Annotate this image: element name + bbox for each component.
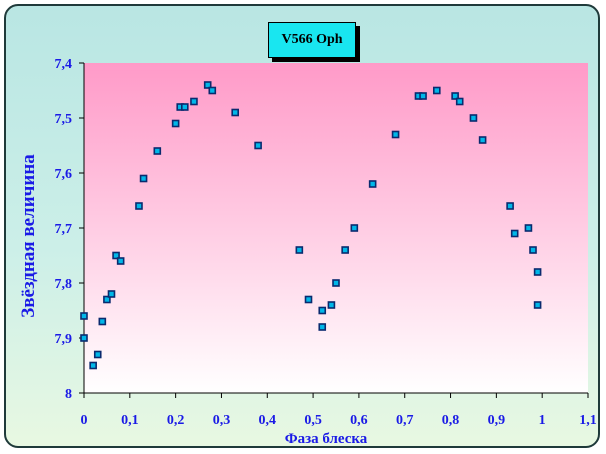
y-axis-label: Звёздная величина [18,154,39,318]
data-point [135,202,143,210]
y-tick-labels: 7,4 7,5 7,6 7,7 7,8 7,9 8 [55,57,84,402]
data-point [332,279,340,287]
plot-area [84,63,588,393]
x-axis-label: Фаза блеска [285,431,368,447]
x-tick-labels: 0 0,1 0,2 0,3 0,4 0,5 0,6 0,7 0,8 0,9 1 1,1 [81,393,597,428]
x-tick-label: 0,6 [350,413,368,428]
x-tick-label: 0,9 [488,413,506,428]
x-tick-label: 0,4 [259,413,277,428]
y-tick-label: 7,8 [55,277,73,292]
data-point [510,229,519,238]
data-point [327,301,336,309]
y-tick-label: 7,5 [55,112,73,127]
y-tick-label: 8 [65,387,72,402]
data-point [80,312,88,320]
data-point [93,350,102,359]
data-point [451,92,459,100]
data-point [506,202,514,210]
data-point [368,180,377,188]
data-point [529,246,537,254]
y-tick-label: 7,6 [55,167,73,182]
data-point [103,295,111,304]
data-point [432,86,441,95]
data-point [80,334,88,342]
data-point [304,295,313,304]
x-tick-label: 0,8 [442,413,460,428]
y-tick-label: 7,9 [55,332,73,347]
data-point [391,130,400,139]
data-point [533,268,542,276]
chart-title: V566 Oph [268,22,356,58]
x-tick-label: 0,3 [213,413,231,428]
x-tick-label: 0,5 [304,413,322,428]
data-point [231,108,239,117]
x-tick-label: 1,1 [579,413,597,428]
data-point [181,103,189,111]
data-point [139,174,148,183]
x-tick-label: 0,1 [121,413,139,428]
data-point [469,114,478,122]
data-point [171,119,180,128]
data-point [318,323,327,331]
data-point [533,301,542,309]
data-point [478,136,487,144]
data-point [107,290,116,298]
x-tick-label: 1 [539,413,546,428]
data-point [153,147,162,155]
data-point [295,246,304,254]
x-tick-label: 0,2 [167,413,185,428]
data-point [455,97,464,106]
data-point [208,86,217,95]
y-tick-label: 7,7 [55,222,73,237]
data-point [318,306,327,315]
data-points [80,81,542,370]
data-point [419,92,427,100]
data-point [112,251,120,260]
data-point [116,257,125,265]
data-point [524,224,533,232]
x-tick-label: 0 [81,413,88,428]
data-point [190,97,198,106]
data-point [254,141,262,150]
data-point [89,361,97,370]
data-point [350,224,359,232]
data-point [203,81,212,89]
x-tick-label: 0,7 [396,413,414,428]
y-tick-label: 7,4 [55,57,73,72]
data-point [341,246,349,254]
data-point [98,317,107,326]
